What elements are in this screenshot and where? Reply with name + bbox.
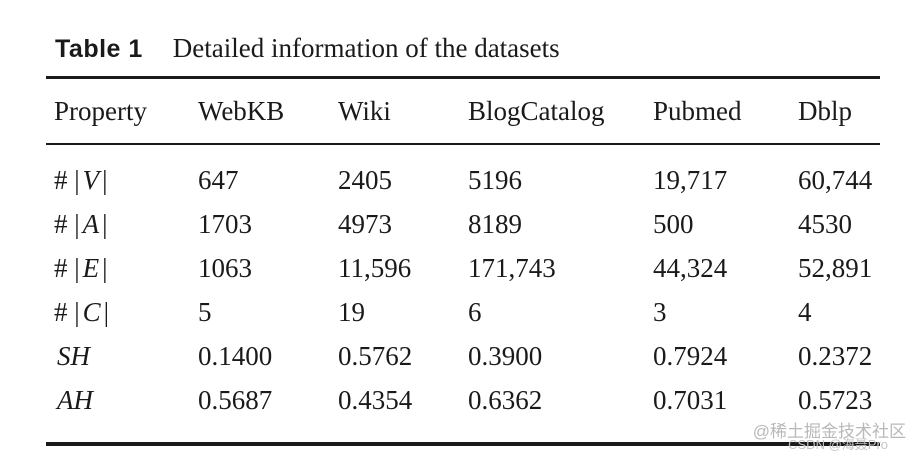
table-cell: 60,744 [798, 164, 873, 195]
table-row: AH 0.5687 0.4354 0.6362 0.7031 0.5723 [46, 378, 880, 444]
table-row: # | C | 5 19 6 3 4 [46, 290, 880, 334]
table-cell: 500 [653, 208, 694, 239]
row-label: AH [46, 378, 198, 444]
row-label-suffix: | [102, 164, 108, 195]
table-cell: 44,324 [653, 252, 728, 283]
row-label: # | V | [46, 144, 198, 202]
table-cell: 4 [798, 296, 812, 327]
table-row: # | V | 647 2405 5196 19,717 60,744 [46, 144, 880, 202]
row-label-symbol: A [82, 208, 100, 239]
table-cell: 0.2372 [798, 340, 873, 371]
table-cell: 0.3900 [468, 340, 543, 371]
table-cell: 2405 [338, 164, 392, 195]
table-cell: 8189 [468, 208, 522, 239]
table-cell: 1063 [198, 252, 252, 283]
table-cell: 0.7031 [653, 384, 728, 415]
column-header-wiki: Wiki [338, 95, 391, 126]
column-header-webkb: WebKB [198, 95, 285, 126]
row-label-suffix: | [103, 296, 110, 327]
row-label-prefix: # | [54, 296, 80, 327]
table-cell: 19 [338, 296, 365, 327]
table-cell: 19,717 [653, 164, 728, 195]
row-label-suffix: | [102, 252, 108, 283]
column-header-dblp: Dblp [798, 95, 852, 126]
row-label: # | A | [46, 202, 198, 246]
table-cell: 5196 [468, 164, 522, 195]
row-label-prefix: # | [54, 208, 80, 239]
row-label: SH [46, 334, 198, 378]
table-caption: Table 1 Detailed information of the datas… [55, 33, 560, 64]
table-cell: 5 [198, 296, 212, 327]
table-cell: 0.5687 [198, 384, 273, 415]
datasets-table-header-row: Property WebKB Wiki BlogCatalog Pubmed Dblp [46, 78, 880, 144]
column-header-property: Property [54, 95, 147, 126]
table-cell: 0.6362 [468, 384, 543, 415]
row-label-symbol: SH [57, 340, 90, 371]
table-cell: 0.7924 [653, 340, 728, 371]
datasets-table: Property WebKB Wiki BlogCatalog Pubmed Dblp #… [46, 76, 880, 446]
row-label-suffix: | [102, 208, 108, 239]
row-label-prefix: # | [54, 252, 80, 283]
table-cell: 171,743 [468, 252, 556, 283]
table-caption-text: Detailed information of the datasets [172, 33, 560, 63]
row-label-symbol: C [82, 296, 101, 327]
table-caption-label: Table 1 [55, 35, 143, 63]
table-cell: 3 [653, 296, 667, 327]
row-label: # | E | [46, 246, 198, 290]
table-cell: 4530 [798, 208, 852, 239]
column-header-pubmed: Pubmed [653, 95, 742, 126]
table-cell: 1703 [198, 208, 252, 239]
table-cell: 0.4354 [338, 384, 413, 415]
row-label-symbol: AH [57, 384, 93, 415]
table-cell: 0.5723 [798, 384, 873, 415]
table-cell: 0.1400 [198, 340, 273, 371]
row-label-prefix: # | [54, 164, 80, 195]
table-row: SH 0.1400 0.5762 0.3900 0.7924 0.2372 [46, 334, 880, 378]
table-cell: 6 [468, 296, 482, 327]
column-header-blogcatalog: BlogCatalog [468, 95, 605, 126]
table-cell: 11,596 [338, 252, 412, 283]
table-row: # | A | 1703 4973 8189 500 4530 [46, 202, 880, 246]
row-label: # | C | [46, 290, 198, 334]
row-label-symbol: E [82, 252, 100, 283]
table-cell: 52,891 [798, 252, 873, 283]
table-row: # | E | 1063 11,596 171,743 44,324 52,891 [46, 246, 880, 290]
table-cell: 647 [198, 164, 239, 195]
table-cell: 0.5762 [338, 340, 413, 371]
table-cell: 4973 [338, 208, 392, 239]
row-label-symbol: V [82, 164, 100, 195]
